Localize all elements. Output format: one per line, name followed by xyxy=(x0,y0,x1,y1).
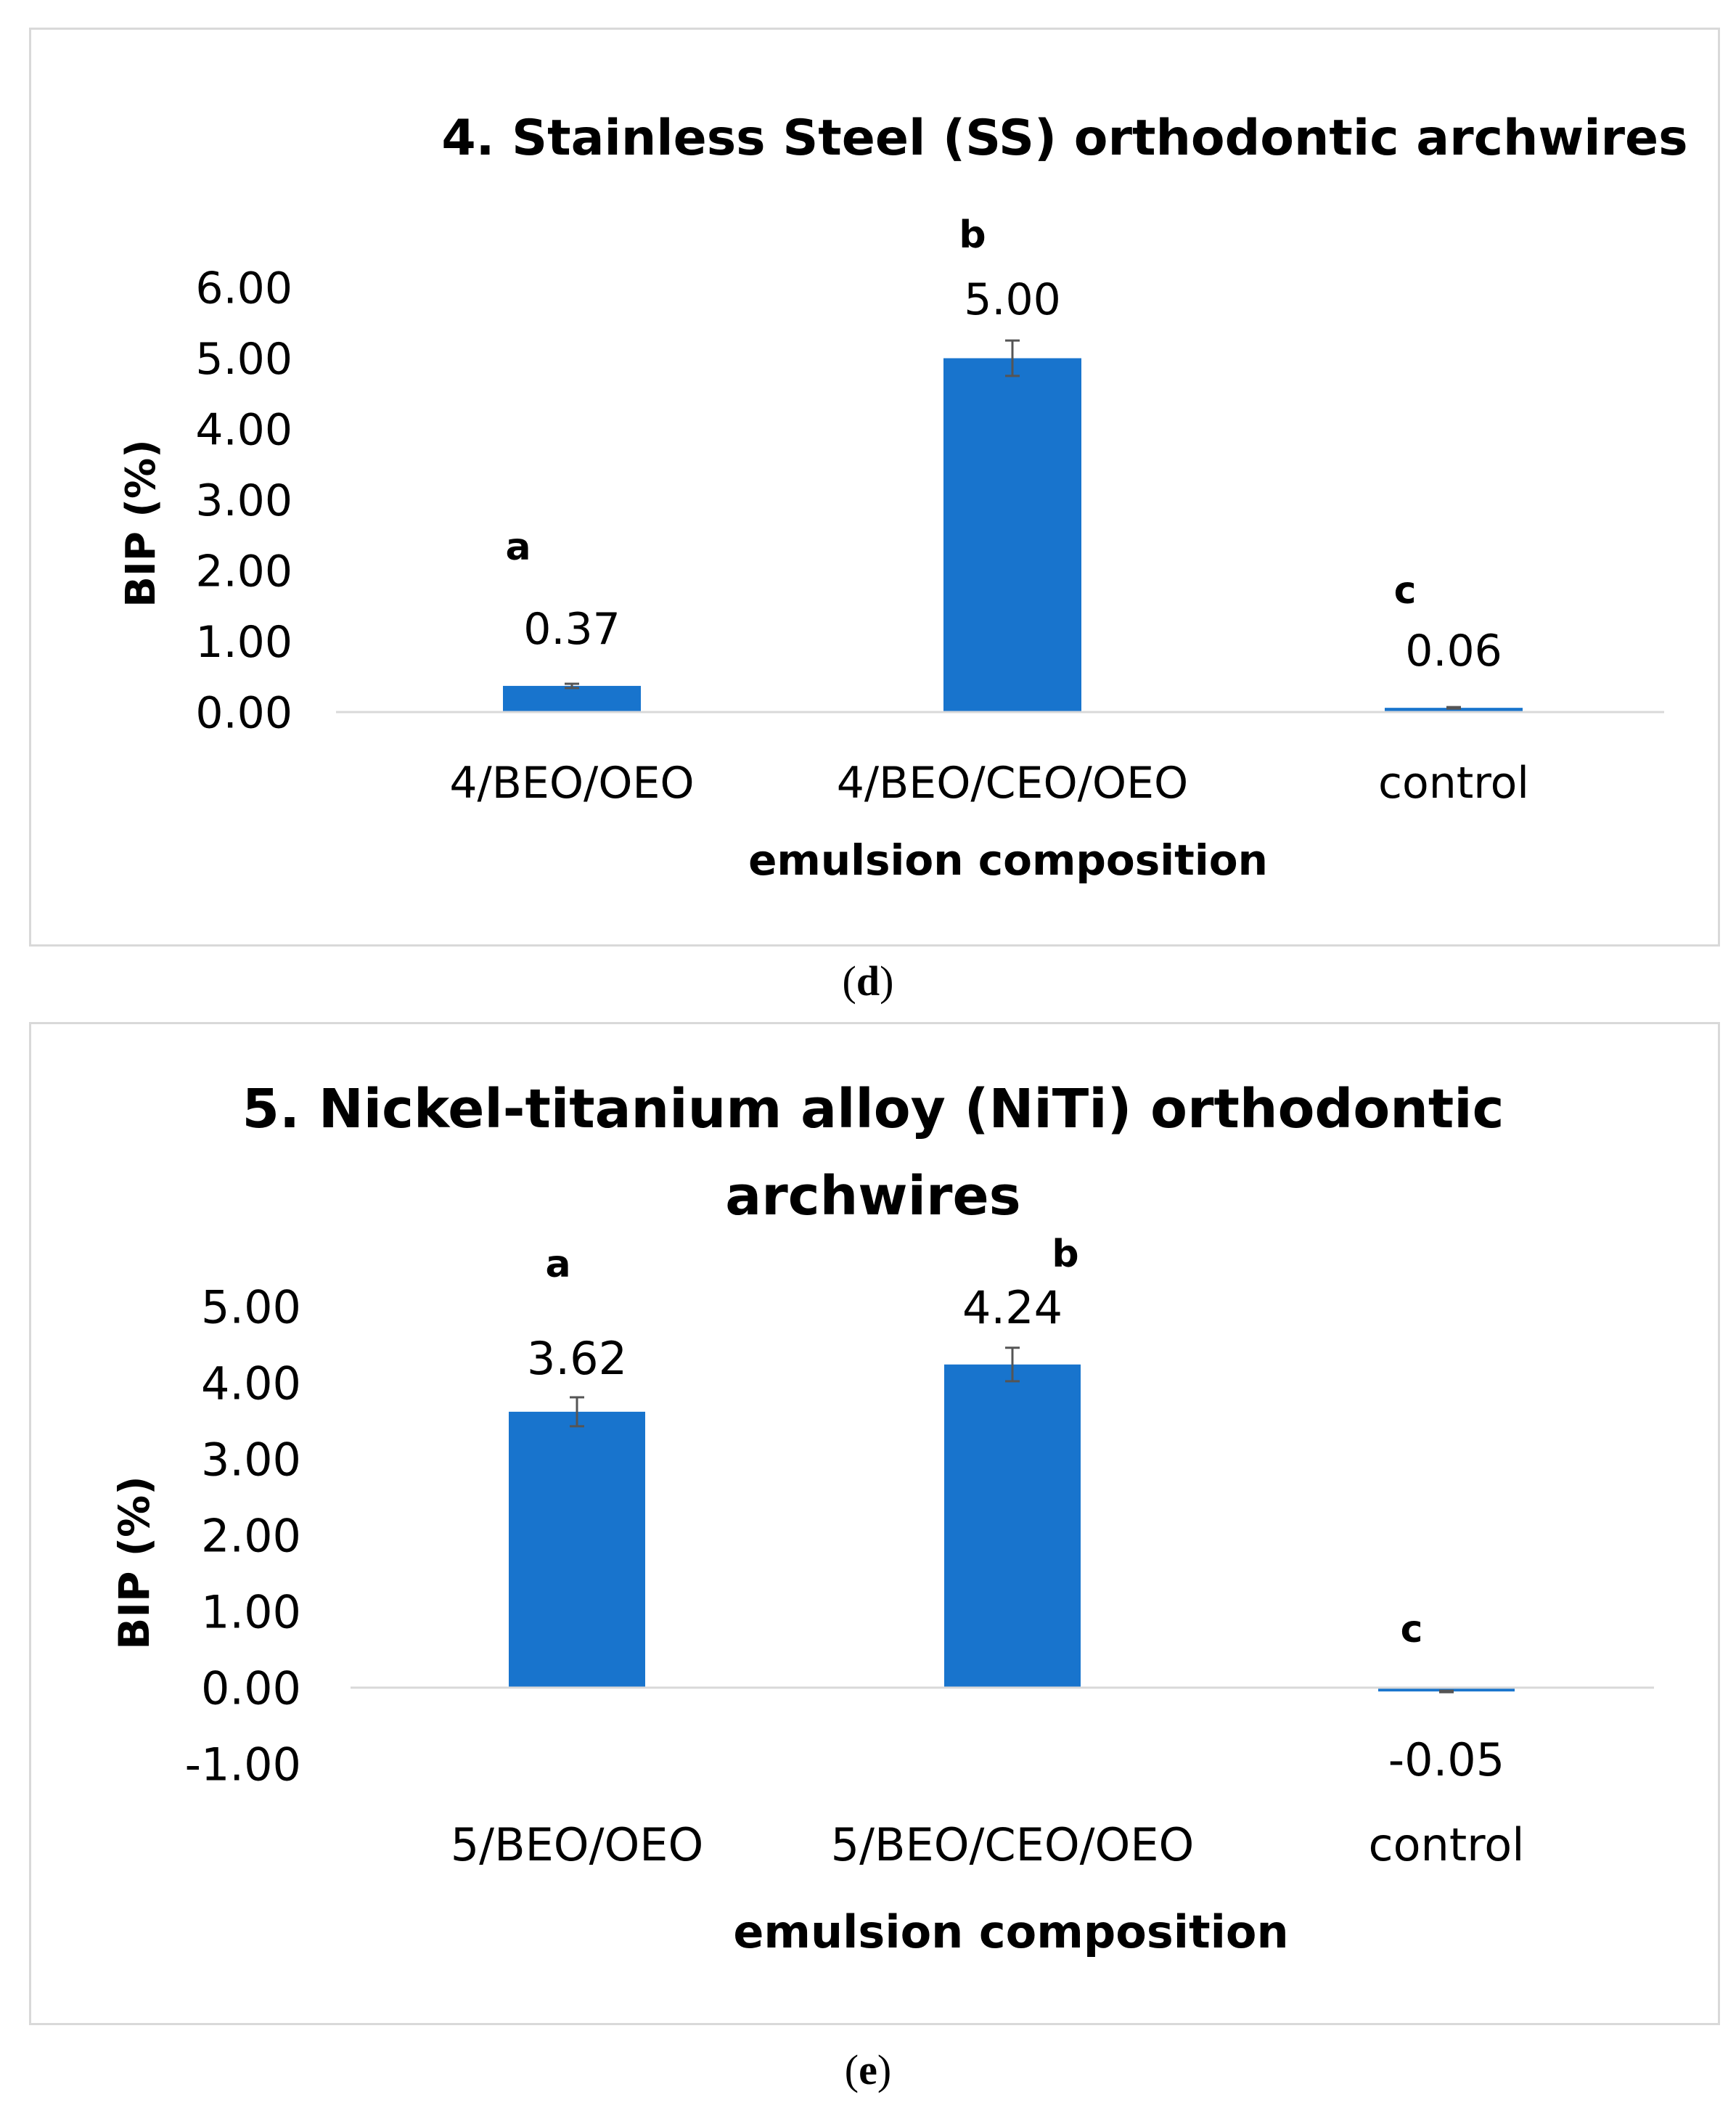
chart-e-ytick-label: 0.00 xyxy=(201,1662,301,1714)
chart-d-bar xyxy=(943,358,1081,712)
chart-d-ytick-label: 3.00 xyxy=(195,475,292,526)
chart-e-bar xyxy=(1378,1688,1515,1692)
chart-d-ytick-label: 1.00 xyxy=(195,617,292,668)
chart-e-significance-letter: c xyxy=(1401,1608,1423,1651)
chart-d-svg: 4. Stainless Steel (SS) orthodontic arch… xyxy=(118,110,1688,885)
chart-d-x-axis-title: emulsion composition xyxy=(748,835,1268,885)
chart-d-y-axis-title: BIP (%) xyxy=(118,439,165,607)
chart-e-ytick-label: 5.00 xyxy=(201,1280,301,1333)
chart-d-bar xyxy=(503,685,641,712)
chart-d-data-label: 0.06 xyxy=(1405,626,1502,677)
chart-d-ytick-label: 4.00 xyxy=(195,405,292,456)
caption-d-label: d xyxy=(856,957,880,1005)
chart-d-category-label: control xyxy=(1378,758,1529,809)
chart-e-ytick-label: 4.00 xyxy=(201,1357,301,1410)
chart-e-data-label: 4.24 xyxy=(962,1281,1063,1334)
chart-e-ytick-label: -1.00 xyxy=(185,1738,301,1791)
chart-d-category-label: 4/BEO/CEO/OEO xyxy=(837,758,1189,809)
chart-e-x-axis-title: emulsion composition xyxy=(733,1905,1288,1958)
chart-e-category-label: 5/BEO/CEO/OEO xyxy=(831,1818,1195,1871)
caption-d: (d) xyxy=(842,957,894,1005)
chart-e-bar xyxy=(944,1364,1081,1688)
chart-e-category-label: control xyxy=(1369,1818,1525,1871)
chart-d-ytick-label: 6.00 xyxy=(195,263,292,314)
chart-e-title-line: archwires xyxy=(725,1165,1020,1227)
chart-d-significance-letter: c xyxy=(1394,569,1417,613)
chart-e-title-line: 5. Nickel-titanium alloy (NiTi) orthodon… xyxy=(242,1078,1504,1140)
chart-e-data-label: 3.62 xyxy=(527,1332,627,1385)
chart-d-ytick-label: 0.00 xyxy=(195,688,292,739)
chart-d-data-label: 5.00 xyxy=(964,274,1061,325)
chart-d-ytick-label: 5.00 xyxy=(195,334,292,385)
chart-panel-e: 5. Nickel-titanium alloy (NiTi) orthodon… xyxy=(29,1022,1720,2025)
chart-e-ytick-label: 2.00 xyxy=(201,1509,301,1562)
chart-e-y-axis-title: BIP (%) xyxy=(110,1476,159,1650)
chart-d-title-line: 4. Stainless Steel (SS) orthodontic arch… xyxy=(441,110,1687,167)
chart-e-ytick-label: 3.00 xyxy=(201,1433,301,1486)
chart-e-significance-letter: a xyxy=(545,1243,570,1286)
chart-d-ytick-label: 2.00 xyxy=(195,547,292,597)
caption-e: (e) xyxy=(844,2046,892,2093)
chart-e-svg: 5. Nickel-titanium alloy (NiTi) orthodon… xyxy=(110,1078,1654,1958)
chart-e-bar xyxy=(509,1411,645,1688)
chart-panel-d: 4. Stainless Steel (SS) orthodontic arch… xyxy=(29,28,1720,947)
chart-d-significance-letter: b xyxy=(959,213,986,257)
chart-e-ytick-label: 1.00 xyxy=(201,1585,301,1638)
chart-e-category-label: 5/BEO/OEO xyxy=(451,1818,704,1871)
chart-d-bar xyxy=(1385,708,1523,712)
caption-e-label: e xyxy=(859,2046,877,2093)
chart-e-significance-letter: b xyxy=(1052,1233,1078,1276)
chart-d-category-label: 4/BEO/OEO xyxy=(449,758,694,809)
chart-e-data-label: -0.05 xyxy=(1388,1733,1504,1786)
chart-d-data-label: 0.37 xyxy=(523,604,621,655)
chart-d-significance-letter: a xyxy=(505,526,531,569)
